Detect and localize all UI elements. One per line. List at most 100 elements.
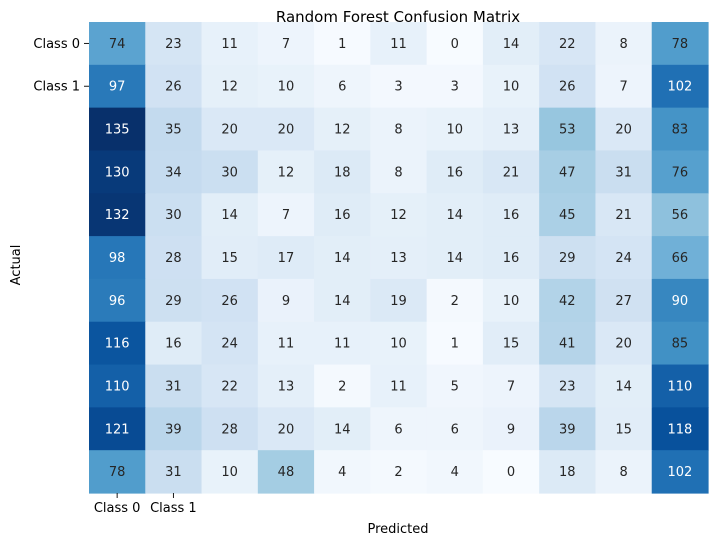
cell-value-r0-c2: 11: [221, 37, 238, 52]
heatmap-cell-r9-c0: [89, 407, 146, 451]
cell-value-r5-c2: 15: [221, 251, 238, 266]
heatmap-cell-r3-c5: [370, 150, 428, 194]
cell-value-r2-c7: 13: [503, 123, 520, 138]
cell-value-r2-c4: 12: [334, 123, 351, 138]
heatmap-cell-r10-c1: [145, 450, 203, 494]
heatmap-cell-r7-c4: [314, 321, 371, 366]
heatmap-cell-r1-c9: [595, 64, 653, 109]
cell-value-r2-c1: 35: [165, 123, 182, 138]
heatmap-cell-r5-c4: [314, 236, 371, 280]
heatmap-cell-r10-c0: [89, 450, 146, 494]
cell-value-r4-c1: 30: [165, 208, 182, 223]
cell-value-r1-c2: 12: [221, 80, 238, 95]
y-axis-label: Actual: [9, 245, 24, 286]
cell-value-r4-c9: 21: [615, 208, 632, 223]
cell-value-r8-c2: 22: [221, 379, 238, 394]
x-tick-label-0: Class 0: [94, 501, 141, 516]
heatmap-cell-r2-c10: [651, 107, 709, 152]
cell-value-r5-c0: 98: [109, 251, 126, 266]
x-axis-label: Predicted: [367, 522, 428, 537]
heatmap-cell-r1-c6: [426, 64, 484, 109]
heatmap-cell-r2-c5: [370, 107, 428, 152]
heatmap-cell-r0-c5: [370, 22, 428, 66]
cell-value-r7-c2: 24: [221, 337, 238, 352]
cell-value-r6-c8: 42: [559, 294, 576, 309]
heatmap-cell-r8-c10: [651, 364, 709, 408]
cell-value-r8-c10: 110: [667, 379, 692, 394]
cell-value-r6-c0: 96: [109, 294, 126, 309]
heatmap-cell-r2-c0: [89, 107, 146, 152]
heatmap-cell-r3-c2: [201, 150, 259, 194]
heatmap-cell-r4-c6: [426, 193, 484, 237]
cell-value-r8-c9: 14: [615, 379, 632, 394]
cell-value-r4-c8: 45: [559, 208, 576, 223]
cell-value-r10-c9: 8: [619, 465, 627, 480]
heatmap-cell-r7-c10: [651, 321, 709, 366]
cell-value-r1-c0: 97: [109, 80, 126, 95]
heatmap-cell-r5-c10: [651, 236, 709, 280]
heatmap-cell-r1-c1: [145, 64, 203, 109]
heatmap-cell-r6-c8: [539, 278, 597, 323]
heatmap-cell-r4-c9: [595, 193, 653, 237]
heatmap-cell-r0-c7: [482, 22, 540, 66]
heatmap-cell-r7-c7: [482, 321, 540, 366]
cell-value-r4-c5: 12: [390, 208, 407, 223]
heatmap-cell-r9-c7: [482, 407, 540, 451]
cell-value-r9-c9: 15: [615, 422, 632, 437]
heatmap-cell-r3-c4: [314, 150, 371, 194]
cell-value-r9-c8: 39: [559, 422, 576, 437]
heatmap-cell-r4-c0: [89, 193, 146, 237]
cell-value-r6-c5: 19: [390, 294, 407, 309]
heatmap-cell-r7-c8: [539, 321, 597, 366]
heatmap-cell-r10-c6: [426, 450, 484, 494]
heatmap-cell-r6-c4: [314, 278, 371, 323]
heatmap-cell-r8-c1: [145, 364, 203, 408]
heatmap-cell-r6-c5: [370, 278, 428, 323]
heatmap-cell-r2-c2: [201, 107, 259, 152]
heatmap-cell-r7-c3: [257, 321, 315, 366]
heatmap-cell-r1-c7: [482, 64, 540, 109]
cell-value-r3-c1: 34: [165, 165, 182, 180]
cell-value-r10-c6: 4: [451, 465, 459, 480]
cell-value-r5-c4: 14: [334, 251, 351, 266]
cell-value-r8-c3: 13: [278, 379, 295, 394]
heatmap-cell-r0-c2: [201, 22, 259, 66]
heatmap-cell-r9-c1: [145, 407, 203, 451]
heatmap-cell-r0-c3: [257, 22, 315, 66]
cell-value-r0-c8: 22: [559, 37, 576, 52]
x-tick-label-1: Class 1: [150, 501, 197, 516]
cell-value-r8-c5: 11: [390, 379, 407, 394]
cell-value-r0-c4: 1: [338, 37, 346, 52]
heatmap-cell-r5-c9: [595, 236, 653, 280]
heatmap-cell-r5-c5: [370, 236, 428, 280]
heatmap-cell-r6-c0: [89, 278, 146, 323]
cell-value-r0-c7: 14: [503, 37, 520, 52]
cell-value-r8-c6: 5: [451, 379, 459, 394]
cell-value-r3-c10: 76: [672, 165, 689, 180]
heatmap-cell-r8-c5: [370, 364, 428, 408]
cell-value-r4-c7: 16: [503, 208, 520, 223]
cell-value-r7-c5: 10: [390, 337, 407, 352]
cell-value-r2-c0: 135: [105, 123, 130, 138]
cell-value-r9-c3: 20: [278, 422, 295, 437]
heatmap-cell-r0-c0: [89, 22, 146, 66]
cell-value-r8-c8: 23: [559, 379, 576, 394]
cell-value-r7-c3: 11: [278, 337, 295, 352]
cell-value-r5-c1: 28: [165, 251, 182, 266]
cell-value-r9-c0: 121: [105, 422, 130, 437]
cell-value-r3-c8: 47: [559, 165, 576, 180]
cell-value-r10-c10: 102: [667, 465, 692, 480]
heatmap-cell-r8-c8: [539, 364, 597, 408]
y-tick-label-1: Class 1: [33, 80, 80, 95]
cell-value-r1-c9: 7: [619, 80, 627, 95]
heatmap-cell-r10-c9: [595, 450, 653, 494]
heatmap-cell-r0-c1: [145, 22, 203, 66]
heatmap-cell-r9-c2: [201, 407, 259, 451]
heatmap-cell-r9-c4: [314, 407, 371, 451]
cell-value-r8-c1: 31: [165, 379, 182, 394]
heatmap-cell-r10-c7: [482, 450, 540, 494]
heatmap-cell-r10-c4: [314, 450, 371, 494]
cell-value-r0-c9: 8: [619, 37, 627, 52]
cell-value-r2-c10: 83: [672, 123, 689, 138]
heatmap-cell-r10-c3: [257, 450, 315, 494]
